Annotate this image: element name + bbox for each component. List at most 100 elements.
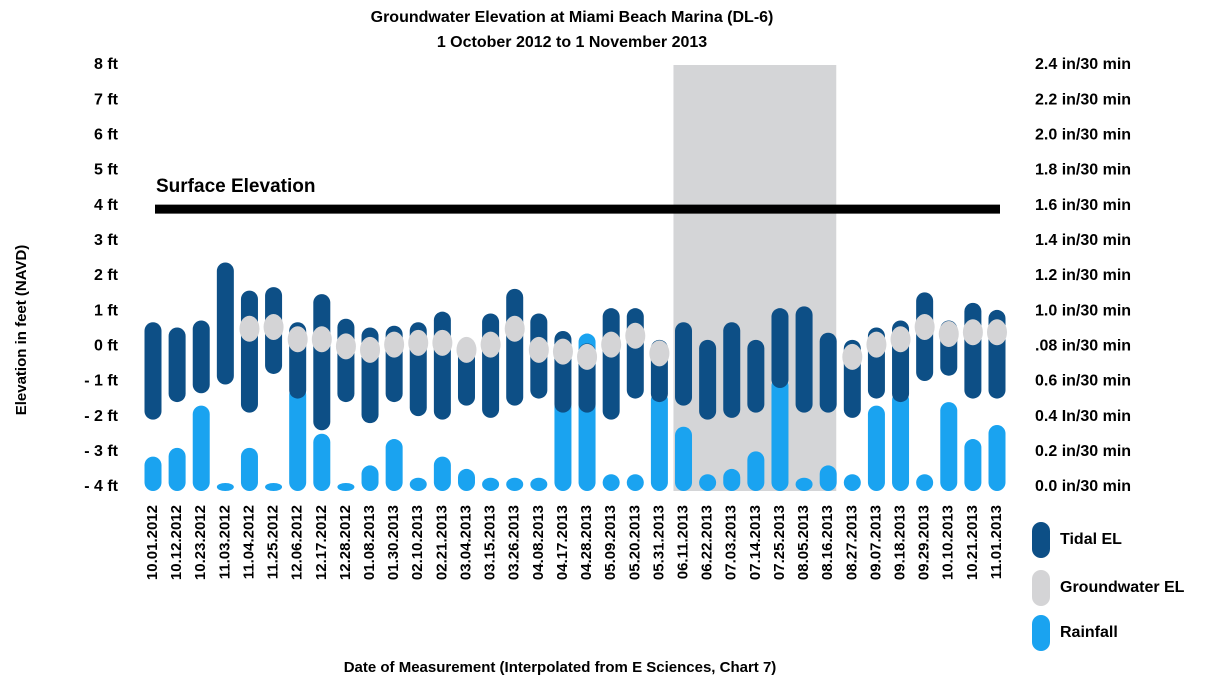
x-tick-label: 04.08.2013 <box>530 505 547 580</box>
y-tick-label: 0 ft <box>94 338 119 355</box>
tidal-range-bar <box>216 262 234 385</box>
chart-subtitle: 1 October 2012 to 1 November 2013 <box>437 34 707 51</box>
rain-bar <box>747 451 765 491</box>
x-tick-label: 09.07.2013 <box>867 505 884 580</box>
tidal-range-bar <box>144 322 162 420</box>
x-tick-label: 11.03.2012 <box>216 505 233 579</box>
x-tick-label: 05.31.2013 <box>650 505 667 580</box>
rain-bar <box>289 386 307 491</box>
tidal-range-bar <box>168 327 186 403</box>
x-tick-label: 09.29.2013 <box>916 505 933 580</box>
rain-bar <box>843 474 861 491</box>
x-tick-label: 01.08.2013 <box>361 505 378 580</box>
x-tick-label: 10.12.2012 <box>168 505 185 580</box>
tidal-range-bar <box>482 313 500 418</box>
groundwater-point <box>914 313 935 340</box>
y2-tick-label: 0.6 in/30 min <box>1035 373 1131 390</box>
x-axis-title: Date of Measurement (Interpolated from E… <box>344 659 777 676</box>
x-tick-label: 12.28.2012 <box>337 505 354 580</box>
x-tick-label: 02.10.2013 <box>409 505 426 580</box>
x-tick-label: 01.30.2013 <box>385 505 402 580</box>
groundwater-point <box>311 326 332 353</box>
groundwater-point <box>842 343 863 370</box>
y2-tick-label: 1.8 in/30 min <box>1035 162 1131 179</box>
rain-bar <box>675 426 693 491</box>
rain-bar <box>265 483 283 491</box>
x-tick-label: 10.23.2012 <box>192 505 209 580</box>
y2-tick-label: 2.2 in/30 min <box>1035 91 1131 108</box>
y2-tick-label: .08 in/30 min <box>1035 338 1131 355</box>
y-tick-label: 8 ft <box>94 56 119 73</box>
y2-tick-label: 1.2 in/30 min <box>1035 267 1131 284</box>
groundwater-point <box>938 321 959 348</box>
y2-tick-label: 1.0 in/30 min <box>1035 302 1131 319</box>
tidal-range-bar <box>313 294 331 431</box>
groundwater-point <box>480 331 501 358</box>
x-tick-label: 04.17.2013 <box>554 505 571 580</box>
rain-bar <box>457 468 475 491</box>
y-tick-label: - 1 ft <box>84 373 118 390</box>
legend-swatch <box>1032 522 1050 558</box>
x-tick-label: 08.16.2013 <box>819 505 836 580</box>
y-tick-label: - 3 ft <box>84 443 118 460</box>
y2-tick-label: 0.0 in/30 min <box>1035 478 1131 495</box>
x-tick-label: 09.18.2013 <box>892 505 909 580</box>
tidal-range-bar <box>626 308 644 399</box>
legend-swatch <box>1032 570 1050 606</box>
y2-tick-label: 1.6 in/30 min <box>1035 197 1131 214</box>
groundwater-point <box>577 343 598 370</box>
tidal-range-bar <box>747 339 765 413</box>
groundwater-point <box>649 340 670 367</box>
legend-label: Rainfall <box>1060 624 1118 641</box>
x-tick-label: 03.26.2013 <box>506 505 523 580</box>
groundwater-point <box>408 329 429 356</box>
y-tick-label: 3 ft <box>94 232 119 249</box>
tidal-range-bar <box>699 339 717 420</box>
y2-tick-label: 0.4 In/30 min <box>1035 408 1131 425</box>
x-tick-label: 06.22.2013 <box>699 505 716 580</box>
rain-bar <box>940 402 958 491</box>
tidal-range-bar <box>964 302 982 399</box>
rain-bar <box>506 477 524 491</box>
x-tick-label: 07.25.2013 <box>771 505 788 580</box>
x-tick-label: 12.17.2012 <box>313 505 330 580</box>
rain-bar <box>964 439 982 491</box>
x-tick-label: 03.15.2013 <box>482 505 499 580</box>
rain-bar <box>988 424 1006 491</box>
groundwater-point <box>552 338 573 365</box>
groundwater-point <box>360 336 381 363</box>
x-tick-label: 10.01.2012 <box>144 505 161 580</box>
x-tick-label: 11.04.2012 <box>240 505 257 579</box>
groundwater-point <box>456 336 477 363</box>
groundwater-point <box>239 315 260 342</box>
groundwater-point <box>962 319 983 346</box>
tidal-range-bar <box>602 308 620 420</box>
y-tick-label: 5 ft <box>94 162 119 179</box>
tidal-range-bar <box>819 332 837 413</box>
rain-bar <box>337 483 355 491</box>
tidal-range-bar <box>771 308 789 389</box>
groundwater-point <box>335 333 356 360</box>
rain-bar <box>216 483 234 491</box>
y-tick-label: - 2 ft <box>84 408 118 425</box>
x-tick-label: 08.05.2013 <box>795 505 812 580</box>
groundwater-point <box>504 315 525 342</box>
rain-bar <box>650 391 668 491</box>
legend-swatch <box>1032 615 1050 651</box>
legend-label: Groundwater EL <box>1060 579 1185 596</box>
groundwater-point <box>625 322 646 349</box>
rain-bar <box>385 439 403 491</box>
x-tick-label: 12.06.2012 <box>289 505 306 580</box>
y2-tick-label: 0.2 in/30 min <box>1035 443 1131 460</box>
rain-bar <box>144 456 162 491</box>
groundwater-point <box>890 326 911 353</box>
x-tick-label: 08.27.2013 <box>843 505 860 580</box>
x-tick-label: 06.11.2013 <box>674 505 691 579</box>
tidal-range-bar <box>240 290 258 413</box>
rain-bar <box>771 377 789 491</box>
x-tick-label: 04.28.2013 <box>578 505 595 580</box>
rain-bar <box>530 477 548 491</box>
rain-bar <box>819 465 837 491</box>
groundwater-point <box>384 331 405 358</box>
